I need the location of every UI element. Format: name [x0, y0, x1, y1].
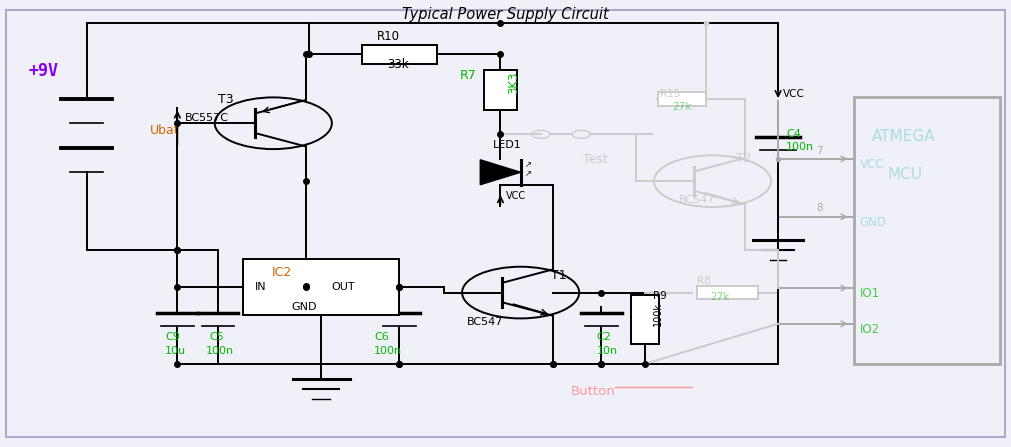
Text: R9: R9 [653, 291, 666, 301]
Text: MCU: MCU [887, 167, 922, 182]
Text: IC2: IC2 [271, 266, 291, 278]
Text: C4: C4 [787, 129, 801, 139]
Text: GND: GND [860, 216, 887, 229]
Text: 100n: 100n [787, 142, 814, 152]
Text: ↗: ↗ [525, 160, 532, 169]
Text: T2: T2 [736, 152, 751, 165]
Text: IO1: IO1 [860, 287, 880, 300]
Bar [243, 259, 399, 315]
Text: R15: R15 [660, 89, 680, 98]
Text: BC547: BC547 [679, 195, 716, 206]
Text: Ubat: Ubat [150, 124, 180, 137]
Text: LED1: LED1 [492, 140, 521, 150]
Text: GND: GND [291, 302, 317, 312]
Text: Typical Power Supply Circuit: Typical Power Supply Circuit [402, 8, 609, 22]
Text: +9V: +9V [29, 63, 59, 80]
Text: T3: T3 [217, 93, 234, 106]
Text: C9: C9 [165, 332, 180, 342]
Bar [658, 92, 707, 106]
Text: Test: Test [583, 153, 608, 166]
Text: IN: IN [255, 283, 267, 292]
FancyBboxPatch shape [6, 9, 1005, 438]
Text: IO2: IO2 [860, 323, 880, 336]
Text: T1: T1 [551, 269, 566, 282]
Text: VCC: VCC [784, 89, 805, 98]
Bar [631, 295, 659, 344]
Text: C5: C5 [209, 332, 224, 342]
Text: 100n: 100n [205, 346, 234, 356]
Text: 27k: 27k [711, 292, 730, 302]
Text: ↗: ↗ [525, 169, 532, 178]
Text: 8: 8 [817, 203, 823, 214]
Bar [854, 97, 1000, 364]
Text: VCC: VCC [860, 158, 885, 171]
Text: C6: C6 [374, 332, 389, 342]
Text: OUT: OUT [332, 283, 356, 292]
Text: 10n: 10n [596, 346, 618, 356]
Text: Button: Button [571, 385, 616, 398]
Text: VCC: VCC [506, 191, 526, 201]
Text: BC557C: BC557C [184, 113, 228, 123]
Text: BC547: BC547 [467, 317, 503, 327]
Text: 10u: 10u [165, 346, 186, 356]
Bar [698, 286, 758, 299]
Text: 33k: 33k [387, 59, 409, 72]
Text: 3K3: 3K3 [508, 72, 521, 94]
Polygon shape [480, 160, 521, 185]
Text: 100k: 100k [653, 302, 663, 326]
Text: 7: 7 [817, 146, 823, 156]
Bar [484, 70, 517, 110]
Text: 100n: 100n [374, 346, 402, 356]
Text: R7: R7 [460, 69, 477, 82]
Text: 27k: 27k [672, 102, 692, 112]
Text: C2: C2 [596, 332, 612, 342]
Bar [362, 45, 438, 63]
Text: R10: R10 [377, 30, 400, 43]
Text: R8: R8 [698, 276, 711, 286]
Text: ATMEGA: ATMEGA [872, 129, 935, 144]
